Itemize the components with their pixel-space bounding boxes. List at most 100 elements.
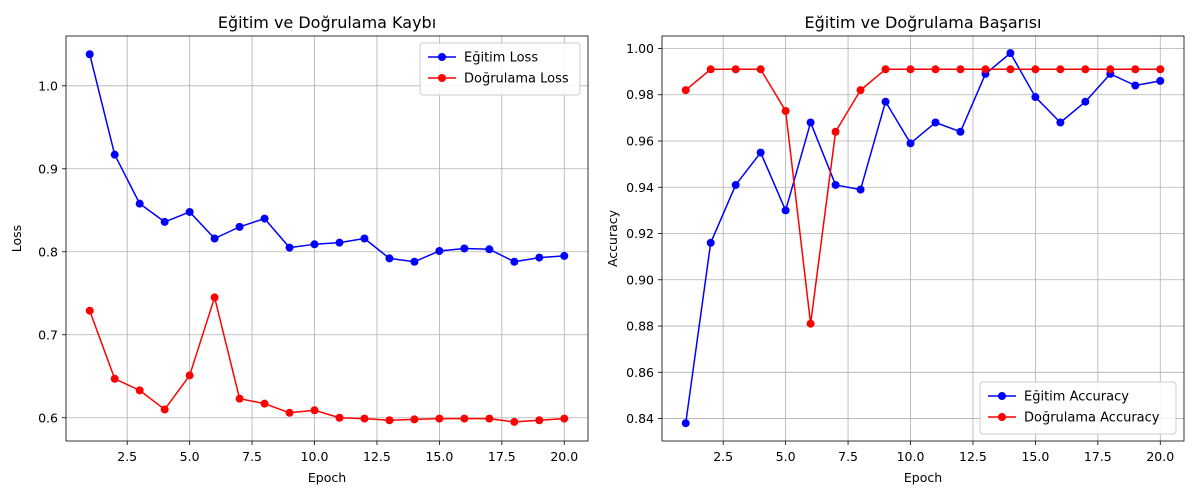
plot-area [66,36,588,441]
x-tick-label: 20.0 [550,449,578,464]
data-point [460,244,469,253]
data-point [756,65,765,74]
legend-marker [438,74,446,82]
data-point [485,245,494,254]
legend: Eğitim Accuracy Doğrulama Accuracy [979,381,1177,435]
x-tick-label: 10.0 [897,449,925,464]
x-tick-label: 12.5 [363,449,391,464]
data-point [410,257,419,266]
data-point [260,399,269,408]
data-point [410,415,419,424]
data-point [856,185,865,194]
chart-2: 2.5 5.0 7.5 10.0 12.5 15.0 17.5 20.0 0.84 0.86 0.8… [605,13,1185,485]
data-point [856,86,865,95]
y-tick-label: 0.96 [626,134,654,149]
y-tick-label: 0.9 [38,161,58,176]
data-point [85,50,94,59]
legend-marker [438,53,446,61]
data-point [681,419,690,428]
data-point [285,243,294,252]
x-tick-label: 7.5 [838,449,858,464]
data-point [1131,81,1140,90]
axes-frame [661,35,1185,442]
data-point [235,394,244,403]
legend: Eğitim Loss Doğrulama Loss [419,42,581,96]
series-line-1 [89,54,565,263]
data-point [706,65,715,74]
x-tick-label: 15.0 [425,449,453,464]
data-point [756,148,765,157]
data-point [435,414,444,423]
data-point [781,106,790,115]
series-line-2 [685,68,1161,325]
data-point [160,405,169,414]
data-point [160,217,169,226]
x-tick-label: 17.5 [488,449,516,464]
data-point [135,199,144,208]
y-tick-label: 0.6 [38,410,58,425]
x-tick-label: 7.5 [242,449,262,464]
x-tick-label: 2.5 [713,449,733,464]
data-point [831,180,840,189]
data-point [1031,93,1040,102]
data-point [360,414,369,423]
data-point [1106,65,1115,74]
data-point [210,293,219,302]
x-tick-label: 20.0 [1146,449,1174,464]
data-point [1081,97,1090,106]
legend-box [419,42,581,96]
data-point [435,246,444,255]
x-tick-label: 15.0 [1021,449,1049,464]
data-point [185,207,194,216]
data-point [385,254,394,263]
data-point [360,234,369,243]
x-tick-label: 12.5 [959,449,987,464]
data-point [981,65,990,74]
data-point [510,257,519,266]
x-axis-label: Epoch [308,470,346,485]
data-point [731,180,740,189]
legend-box [979,381,1177,435]
data-point [560,414,569,423]
data-point [906,139,915,148]
data-point [906,65,915,74]
y-tick-label: 0.92 [626,226,654,241]
legend-label: Doğrulama Accuracy [1024,411,1160,426]
y-tick-label: 1.00 [626,41,654,56]
data-point [956,65,965,74]
data-point [881,65,890,74]
series-line-2 [89,296,565,423]
data-point [210,234,219,243]
data-point [310,406,319,415]
data-point [781,206,790,215]
data-point [535,416,544,425]
data-point [485,414,494,423]
y-axis-label: Accuracy [605,209,620,267]
y-tick-label: 0.8 [38,244,58,259]
data-point [1006,49,1015,58]
data-point [335,413,344,422]
data-point [260,214,269,223]
legend-label: Doğrulama Loss [464,72,569,87]
data-point [806,319,815,328]
data-point [235,222,244,231]
data-point [1031,65,1040,74]
data-point [335,238,344,247]
series-line-1 [684,52,1161,424]
legend-marker [998,413,1006,421]
legend-label: Eğitim Accuracy [1024,390,1129,405]
x-tick-label: 10.0 [301,449,329,464]
y-tick-label: 0.90 [626,272,654,287]
data-point [1081,65,1090,74]
x-tick-label: 17.5 [1084,449,1112,464]
y-tick-label: 1.0 [38,78,58,93]
data-point [135,386,144,395]
data-point [1131,65,1140,74]
data-point [706,238,715,247]
data-point [285,408,294,417]
data-point [806,118,815,127]
x-tick-label: 5.0 [776,449,796,464]
data-point [85,306,94,315]
axes-frame [65,35,589,442]
y-tick-label: 0.86 [626,365,654,380]
